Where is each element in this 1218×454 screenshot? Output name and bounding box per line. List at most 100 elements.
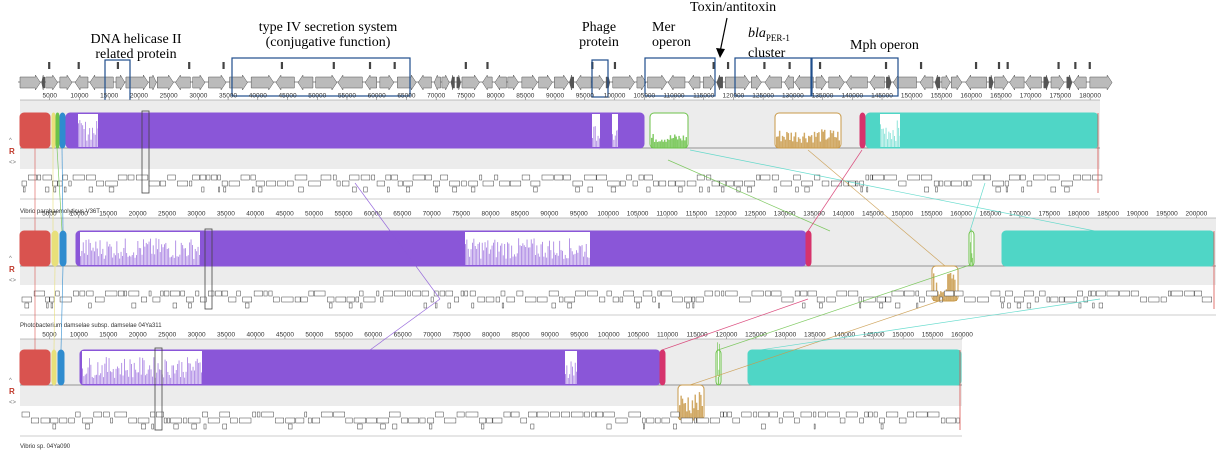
lcb-gap-profile (557, 255, 559, 265)
gene-box (744, 180, 756, 187)
lcb-connector-line (60, 265, 64, 351)
lcb-gap-profile (895, 140, 897, 147)
gene-box (1005, 290, 1013, 297)
lcb-gap-profile (175, 240, 177, 265)
gene-box (435, 411, 444, 418)
gene-box (693, 417, 697, 424)
lcb-gap-profile (138, 372, 139, 384)
gene-box (1007, 302, 1011, 309)
ruler-tick-label: 200000 (1186, 211, 1208, 218)
gene-box (1014, 296, 1024, 303)
gene-box (655, 417, 661, 424)
gene-box (240, 174, 250, 181)
lcb-fill (56, 113, 59, 148)
lcb-fill (66, 113, 644, 148)
lcb-profile-bar (651, 137, 653, 148)
gene-box (336, 180, 341, 187)
gene-box (228, 180, 240, 187)
ruler-tick-label: 165000 (980, 211, 1002, 218)
gene-box (620, 180, 626, 187)
gene-box (332, 174, 337, 181)
gene-box (40, 417, 50, 424)
gene-arrow (724, 74, 750, 91)
gene-tick-mark (997, 62, 1001, 69)
lcb-gap-profile (157, 363, 159, 384)
lcb-gap-profile (132, 377, 134, 384)
lcb-fill (52, 113, 55, 148)
lcb-gap-profile (105, 255, 107, 265)
ruler-tick-label: 100000 (604, 93, 626, 100)
gene-box (253, 290, 263, 297)
lcb-fill (748, 350, 961, 385)
annotation-bla-gene: bla (748, 26, 766, 41)
gene-box (1001, 302, 1004, 309)
lcb-gap-profile (594, 126, 596, 147)
gene-box (709, 417, 720, 424)
lcb-gap-profile (97, 128, 99, 147)
gene-box (88, 302, 92, 309)
gene-box (141, 296, 147, 303)
gene-box (561, 411, 570, 418)
gene-box (314, 290, 326, 297)
gene-tick-mark (222, 62, 225, 69)
gene-tick-mark (332, 62, 335, 69)
gene-box (503, 411, 511, 418)
lcb-gap-profile (129, 255, 130, 265)
gene-box (619, 296, 624, 303)
lcb-fill (1002, 231, 1214, 266)
lcb-gap-profile (164, 359, 166, 384)
lcb-gap-profile (542, 241, 543, 265)
gene-box (173, 423, 179, 430)
lcb-gap-profile (140, 374, 142, 384)
gene-box (584, 411, 590, 418)
gene-box (486, 417, 493, 424)
gene-box (873, 411, 878, 418)
lcb-gap-profile (577, 252, 579, 265)
gene-box (944, 290, 954, 297)
lcb-profile-bar (793, 136, 795, 148)
panel-controls-3: ^ R <> (9, 378, 17, 406)
gene-box (584, 174, 597, 181)
gene-box (1119, 290, 1130, 297)
gene-box (494, 174, 499, 181)
gene-arrow (815, 74, 827, 91)
lcb-gap-profile (187, 357, 188, 384)
lcb-gap-profile (114, 377, 116, 384)
gene-arrow (1073, 74, 1087, 91)
lcb-gap-profile (169, 257, 171, 265)
ruler-tick-label: 105000 (633, 93, 655, 100)
gene-arrow (417, 74, 432, 91)
gene-box (68, 180, 72, 187)
gene-arrow (934, 74, 941, 91)
ruler-tick-label: 10000 (70, 211, 88, 218)
gene-box (1082, 174, 1092, 181)
gene-box (430, 296, 434, 303)
lcb-gap-profile (84, 374, 86, 384)
gene-box (719, 180, 727, 187)
gene-box (765, 290, 771, 297)
gene-box (93, 411, 102, 418)
gene-box (217, 174, 221, 181)
lcb-profile-bar (695, 402, 698, 420)
toxin-arrow-head (716, 48, 725, 58)
ruler-tick-label: 120000 (715, 211, 737, 218)
lcb-profile-bar (815, 136, 817, 148)
gene-box (286, 180, 294, 187)
gene-arrow (688, 74, 701, 91)
gene-arrow (192, 74, 206, 91)
lcb-gap-profile (177, 363, 179, 384)
ruler-tick-label: 15000 (99, 211, 117, 218)
lcb-gap-profile (484, 242, 486, 265)
lcb-profile-bar (663, 139, 666, 148)
ruler-tick-label: 170000 (1009, 211, 1031, 218)
gene-box (826, 296, 836, 303)
gene-box (30, 417, 39, 424)
gene-box (452, 186, 457, 193)
annotation-t4ss: type IV secretion system (conjugative fu… (238, 20, 418, 50)
lcb-gap-profile (470, 249, 472, 265)
gene-box (151, 423, 154, 430)
lcb-gap-profile (882, 128, 884, 147)
gene-box (795, 186, 799, 193)
gene-box (500, 290, 506, 297)
lcb-gap-profile (197, 246, 199, 265)
